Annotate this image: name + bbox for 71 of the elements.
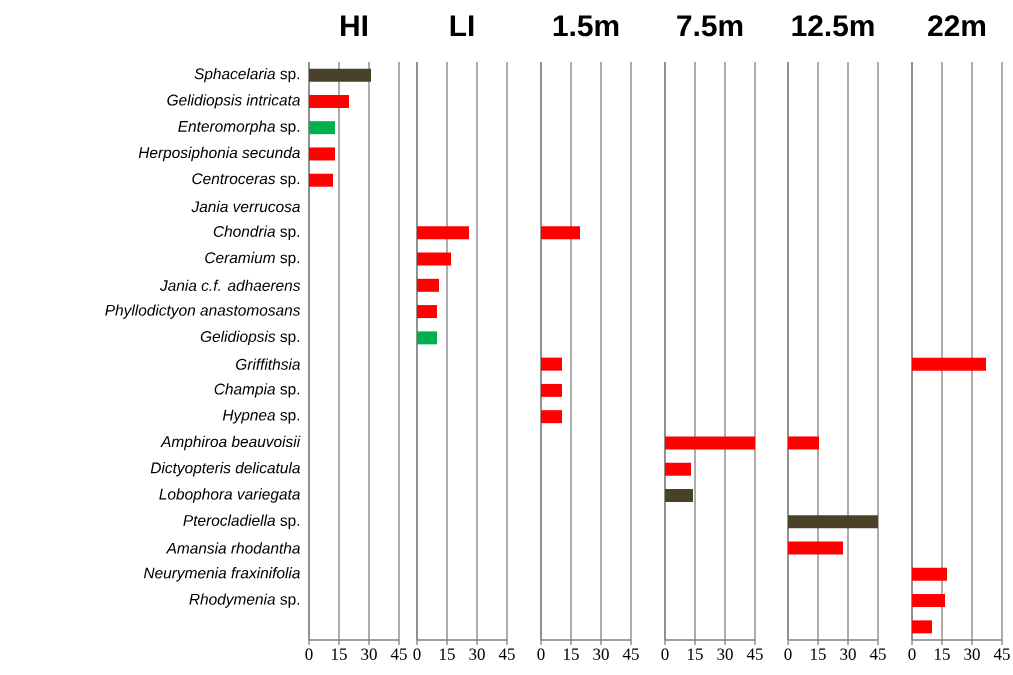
y-tick-label: Griffithsia	[236, 358, 300, 370]
x-tick-label: 30	[840, 648, 856, 660]
bar	[309, 68, 371, 82]
x-tick-label: 15	[688, 648, 703, 660]
bar	[309, 94, 349, 108]
y-tick-label: Gelidiopsis sp.	[200, 330, 300, 346]
bar	[417, 331, 437, 345]
y-tick-label: Chondria sp.	[213, 225, 300, 240]
bar	[788, 541, 844, 555]
x-tick-label: 0	[305, 648, 313, 660]
bar	[788, 436, 820, 450]
x-tick-label: 15	[935, 648, 950, 660]
x-tick-label: 30	[717, 648, 733, 660]
chart-title: 12.5m	[792, 15, 874, 37]
y-tick-label: Herposiphonia secunda	[138, 146, 300, 162]
y-tick-label: Enteromorpha sp.	[178, 120, 300, 135]
y-tick-label: Rhodymenia sp.	[189, 593, 300, 608]
chart-title: LI	[450, 15, 474, 37]
x-tick-label: 30	[361, 648, 377, 660]
bar	[912, 594, 946, 608]
x-tick-label: 0	[784, 648, 792, 660]
x-tick-label: 0	[661, 648, 669, 660]
x-tick-label: 30	[593, 648, 609, 660]
x-tick-label: 0	[908, 648, 916, 660]
bar	[309, 147, 335, 161]
bar	[417, 252, 451, 266]
x-tick-label: 45	[746, 648, 763, 660]
y-tick-label: Hypnea sp.	[222, 409, 300, 424]
x-tick-label: 45	[390, 648, 407, 660]
chart-title: 7.5m	[677, 15, 743, 37]
bar	[912, 357, 987, 371]
bar	[912, 567, 948, 581]
y-tick-label: Pterocladiella sp.	[183, 514, 300, 529]
x-tick-label: 15	[440, 648, 455, 660]
x-tick-label: 45	[993, 648, 1010, 660]
bar	[665, 462, 692, 476]
y-tick-label: Jania c.f. adhaerens	[159, 279, 301, 291]
x-tick-label: 30	[964, 648, 980, 660]
chart-title: 1.5m	[553, 15, 619, 37]
bar	[417, 278, 439, 292]
bar	[788, 515, 879, 529]
x-tick-label: 45	[498, 648, 515, 660]
x-tick-label: 15	[332, 648, 347, 660]
x-tick-label: 45	[869, 648, 886, 660]
x-tick-label: 45	[622, 648, 639, 660]
y-tick-label: Dictyopteris delicatula	[150, 462, 300, 477]
y-tick-label: Neurymenia fraxinifolia	[143, 567, 300, 582]
chart-title: 22m	[928, 15, 986, 37]
y-tick-label: Lobophora variegata	[159, 488, 300, 503]
x-tick-label: 15	[564, 648, 579, 660]
bar	[417, 226, 469, 240]
y-tick-label: Gelidiopsis intricata	[167, 94, 300, 109]
x-tick-label: 30	[469, 648, 485, 660]
y-tick-label: Sphacelaria sp.	[194, 67, 300, 83]
bar	[665, 489, 694, 502]
bar	[309, 173, 333, 187]
x-tick-label: 0	[413, 648, 421, 660]
y-tick-label: Amansia rhodantha	[165, 542, 300, 554]
y-tick-label: Ceramium sp.	[205, 251, 300, 267]
chart-title: HI	[341, 15, 367, 37]
y-tick-label: Champia sp.	[214, 383, 300, 398]
x-tick-label: 0	[537, 648, 545, 660]
bar	[417, 305, 437, 319]
y-tick-label: Amphiroa beauvoisii	[160, 435, 301, 451]
y-tick-label: Jania verrucosa	[191, 200, 300, 213]
bar	[309, 121, 335, 135]
y-tick-label: Centroceras sp.	[192, 173, 300, 188]
y-tick-label: Phyllodictyon anastomosans	[105, 304, 301, 319]
x-tick-label: 15	[811, 648, 826, 660]
bar	[912, 620, 933, 634]
bar	[665, 436, 756, 450]
